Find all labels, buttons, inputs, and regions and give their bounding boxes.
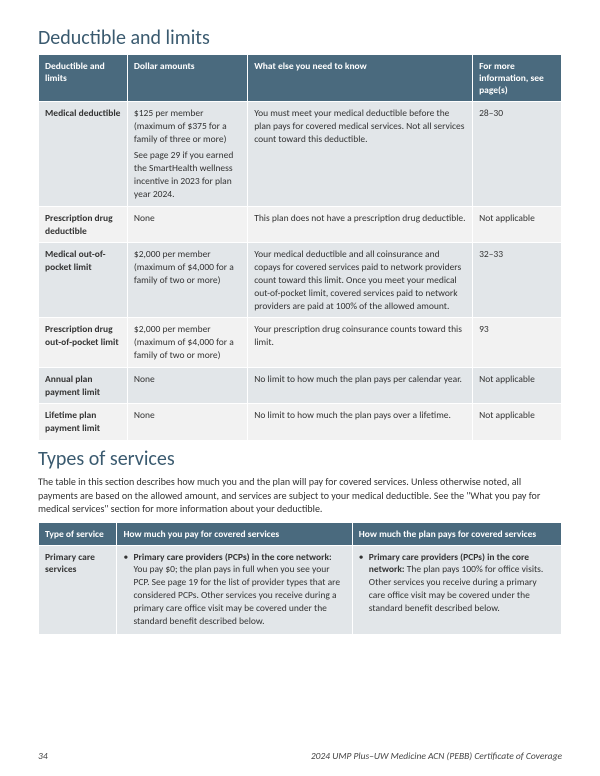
table-row: Lifetime plan payment limitNoneNo limit … — [39, 404, 562, 441]
table-row: Primary care services Primary care provi… — [39, 545, 562, 635]
section-title-deductible: Deductible and limits — [38, 26, 562, 50]
col-header: Deductible and limits — [39, 55, 128, 102]
table-header-row: Deductible and limits Dollar amounts Wha… — [39, 55, 562, 102]
col-header: Type of service — [39, 522, 117, 545]
table-row: Prescription drug out-of-pocket limit$2,… — [39, 318, 562, 367]
cell-page: 93 — [473, 318, 562, 367]
cell-amount: None — [127, 206, 247, 243]
table-row: Medical out-of-pocket limit $2,000 per m… — [39, 243, 562, 318]
cell-info: Your prescription drug coinsurance count… — [248, 318, 473, 367]
list-item: Primary care providers (PCPs) in the cor… — [359, 551, 555, 615]
services-table: Type of service How much you pay for cov… — [38, 522, 562, 636]
row-label: Prescription drug deductible — [39, 206, 128, 243]
row-label: Lifetime plan payment limit — [39, 404, 128, 441]
section-title-services: Types of services — [38, 447, 562, 471]
col-header: How much the plan pays for covered servi… — [352, 522, 561, 545]
cell-amount: $125 per member (maximum of $375 for a f… — [127, 102, 247, 207]
page-footer: 34 2024 UMP Plus–UW Medicine ACN (PEBB) … — [38, 750, 562, 762]
col-header: For more information, see page(s) — [473, 55, 562, 102]
cell-info: This plan does not have a prescription d… — [248, 206, 473, 243]
cell-info: You must meet your medical deductible be… — [248, 102, 473, 207]
cell-page: Not applicable — [473, 367, 562, 404]
col-header: How much you pay for covered services — [117, 522, 352, 545]
col-header: Dollar amounts — [127, 55, 247, 102]
cell-page: Not applicable — [473, 404, 562, 441]
row-label: Prescription drug out-of-pocket limit — [39, 318, 128, 367]
list-item: Primary care providers (PCPs) in the cor… — [123, 551, 345, 628]
row-label: Medical out-of-pocket limit — [39, 243, 128, 318]
cell-amount: None — [127, 404, 247, 441]
row-label: Primary care services — [39, 545, 117, 635]
cell-page: 28–30 — [473, 102, 562, 207]
cell-amount: None — [127, 367, 247, 404]
row-label: Annual plan payment limit — [39, 367, 128, 404]
cell-you-pay: Primary care providers (PCPs) in the cor… — [117, 545, 352, 635]
cell-plan-pays: Primary care providers (PCPs) in the cor… — [352, 545, 561, 635]
cell-amount: $2,000 per member (maximum of $4,000 for… — [127, 318, 247, 367]
cell-amount: $2,000 per member (maximum of $4,000 for… — [127, 243, 247, 318]
row-label: Medical deductible — [39, 102, 128, 207]
cell-info: Your medical deductible and all coinsura… — [248, 243, 473, 318]
page-number: 34 — [38, 750, 48, 762]
table-row: Prescription drug deductibleNoneThis pla… — [39, 206, 562, 243]
cell-info: No limit to how much the plan pays over … — [248, 404, 473, 441]
section-intro: The table in this section describes how … — [38, 475, 562, 516]
deductible-table: Deductible and limits Dollar amounts Wha… — [38, 54, 562, 441]
cell-page: 32–33 — [473, 243, 562, 318]
table-row: Medical deductible$125 per member (maxim… — [39, 102, 562, 207]
table-row: Annual plan payment limitNoneNo limit to… — [39, 367, 562, 404]
cell-info: No limit to how much the plan pays per c… — [248, 367, 473, 404]
cell-page: Not applicable — [473, 206, 562, 243]
col-header: What else you need to know — [248, 55, 473, 102]
table-header-row: Type of service How much you pay for cov… — [39, 522, 562, 545]
amount-note: See page 29 if you earned the SmartHealt… — [134, 149, 241, 200]
doc-title: 2024 UMP Plus–UW Medicine ACN (PEBB) Cer… — [311, 750, 562, 762]
